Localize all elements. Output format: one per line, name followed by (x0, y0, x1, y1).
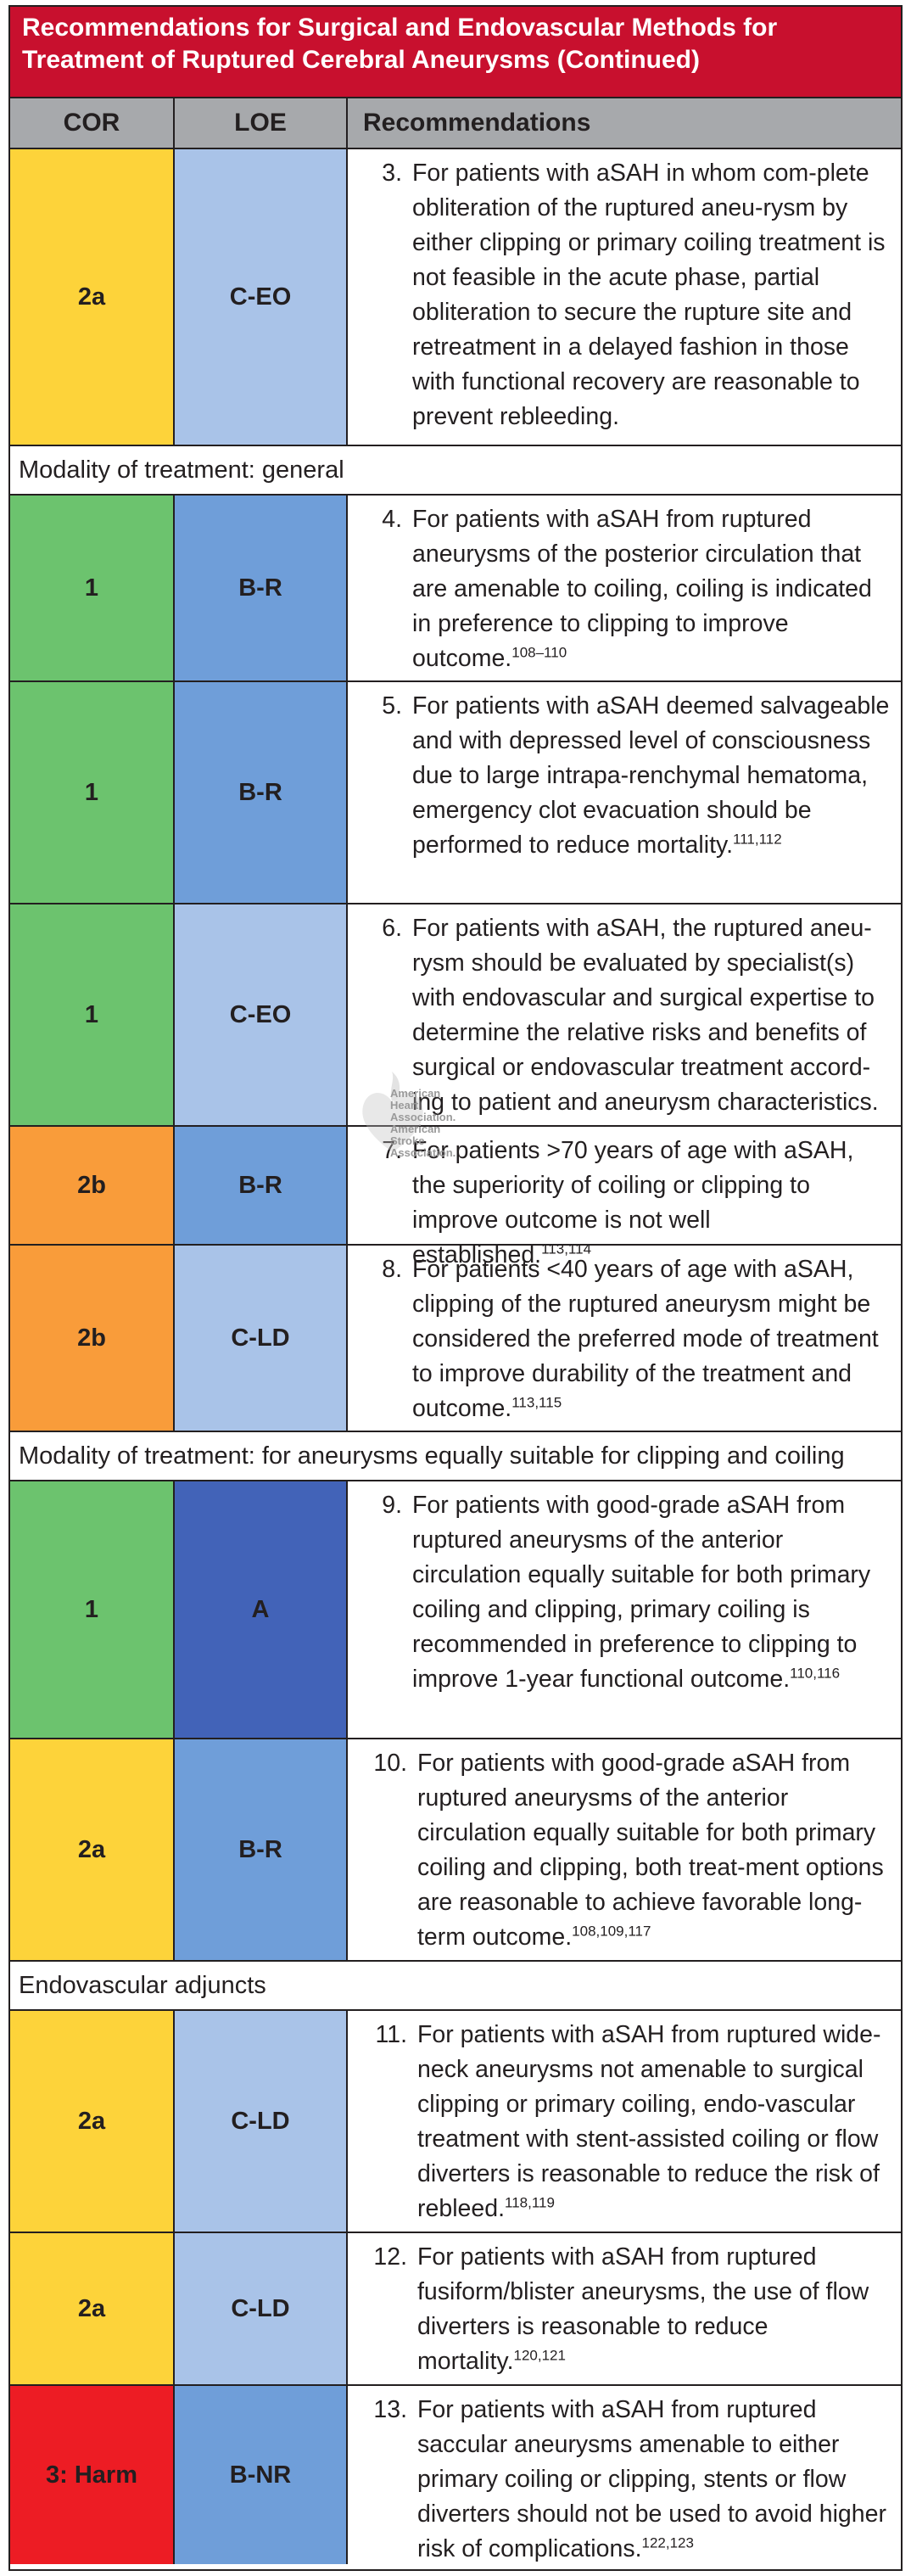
recommendations-table: Recommendations for Surgical and Endovas… (8, 5, 903, 2571)
rec-number: 10. (373, 1750, 407, 1777)
cor-cell: 1 (10, 496, 175, 680)
section-heading: Endovascular adjuncts (10, 1962, 901, 2011)
loe-cell: C-LD (175, 2011, 348, 2232)
rec-reference: 111,112 (733, 831, 782, 848)
loe-cell: C-EO (175, 904, 348, 1125)
rec-body: For patients <40 years of age with aSAH,… (412, 1256, 879, 1422)
rec-body: For patients with aSAH, the ruptured ane… (412, 915, 879, 1116)
table-row: 2a C-LD 12. For patients with aSAH from … (10, 2233, 901, 2386)
recommendation-cell: 6. For patients with aSAH, the ruptured … (348, 904, 901, 1125)
rec-reference: 108–110 (511, 644, 567, 661)
recommendation-cell: 11. For patients with aSAH from ruptured… (348, 2011, 901, 2232)
rec-body: For patients with good-grade aSAH from r… (412, 1492, 871, 1693)
cor-cell: 2a (10, 2011, 175, 2232)
recommendation-cell: 9. For patients with good-grade aSAH fro… (348, 1481, 901, 1738)
cor-cell: 2a (10, 1739, 175, 1960)
rec-body: For patients >70 years of age with aSAH,… (412, 1137, 854, 1268)
rec-number: 11. (375, 2021, 407, 2048)
rec-number: 7. (382, 1137, 402, 1164)
table-row: 2b B-R 7. For patients >70 years of age … (10, 1127, 901, 1268)
header-cor: COR (10, 98, 175, 148)
loe-cell: B-R (175, 496, 348, 680)
rec-reference: 122,123 (641, 2534, 694, 2551)
loe-cell: B-R (175, 1127, 348, 1244)
rec-text: For patients with aSAH in whom com-plete… (412, 156, 891, 445)
recommendation-cell: 8. For patients <40 years of age with aS… (348, 1246, 901, 1431)
table-row: 2a B-R 10. For patients with good-grade … (10, 1739, 901, 1962)
rec-number: 6. (382, 915, 402, 942)
recommendation-cell: 10. For patients with good-grade aSAH fr… (348, 1739, 901, 1960)
rec-text: For patients with good-grade aSAH from r… (417, 1746, 891, 1960)
rec-text: For patients with aSAH, the ruptured ane… (412, 911, 891, 1125)
table-title: Recommendations for Surgical and Endovas… (10, 7, 901, 97)
table-row: 2a C-LD 11. For patients with aSAH from … (10, 2011, 901, 2233)
cor-cell: 1 (10, 1481, 175, 1738)
rec-number: 3. (382, 160, 402, 187)
rec-reference: 120,121 (513, 2347, 566, 2364)
cor-cell: 2b (10, 1246, 175, 1431)
rec-text: For patients with aSAH from ruptured sac… (417, 2393, 891, 2564)
section-heading: Modality of treatment: for aneurysms equ… (10, 1432, 901, 1481)
rec-text: For patients with aSAH from ruptured fus… (417, 2240, 891, 2384)
recommendation-cell: 4. For patients with aSAH from ruptured … (348, 496, 901, 680)
loe-cell: A (175, 1481, 348, 1738)
rec-body: For patients with good-grade aSAH from r… (417, 1750, 884, 1951)
rec-number: 13. (373, 2396, 407, 2423)
recommendation-cell: 12. For patients with aSAH from ruptured… (348, 2233, 901, 2384)
header-loe: LOE (175, 98, 348, 148)
recommendation-cell: 13. For patients with aSAH from ruptured… (348, 2386, 901, 2564)
rec-text: For patients with aSAH from ruptured wid… (417, 2018, 891, 2232)
loe-cell: C-LD (175, 2233, 348, 2384)
loe-cell: B-R (175, 682, 348, 903)
rec-text: For patients with good-grade aSAH from r… (412, 1488, 891, 1738)
rec-body: For patients with aSAH deemed salvageabl… (412, 692, 890, 859)
rec-text: For patients with aSAH deemed salvageabl… (412, 689, 891, 903)
rec-number: 5. (382, 692, 402, 720)
table-header: COR LOE Recommendations (10, 97, 901, 149)
rec-number: 9. (382, 1492, 402, 1519)
cor-cell: 2a (10, 149, 175, 445)
header-recommendations: Recommendations (363, 109, 591, 137)
rec-number: 12. (373, 2243, 407, 2271)
rec-reference: 110,116 (790, 1665, 841, 1682)
table-row: 1 C-EO 6. For patients with aSAH, the ru… (10, 904, 901, 1127)
table-row: 1 B-R 4. For patients with aSAH from rup… (10, 496, 901, 682)
loe-cell: B-NR (175, 2386, 348, 2564)
loe-cell: C-LD (175, 1246, 348, 1431)
rec-text: For patients <40 years of age with aSAH,… (412, 1252, 891, 1431)
rec-number: 4. (382, 506, 402, 533)
cor-cell: 3: Harm (10, 2386, 175, 2564)
loe-cell: C-EO (175, 149, 348, 445)
rec-reference: 118,119 (505, 2194, 555, 2211)
recommendation-cell: 5. For patients with aSAH deemed salvage… (348, 682, 901, 903)
loe-cell: B-R (175, 1739, 348, 1960)
rec-reference: 113,114 (541, 1240, 592, 1257)
rec-reference: 113,115 (511, 1394, 562, 1411)
cor-cell: 1 (10, 904, 175, 1125)
rec-body: For patients with aSAH from ruptured sac… (417, 2396, 886, 2562)
rec-text: For patients with aSAH from ruptured ane… (412, 502, 891, 680)
rec-body: For patients with aSAH in whom com-plete… (412, 160, 886, 430)
cor-cell: 2b (10, 1127, 175, 1244)
table-row: 2b C-LD 8. For patients <40 years of age… (10, 1246, 901, 1432)
table-row: 3: Harm B-NR 13. For patients with aSAH … (10, 2386, 901, 2564)
cor-cell: 2a (10, 2233, 175, 2384)
rec-body: For patients with aSAH from ruptured wid… (417, 2021, 881, 2222)
section-heading: Modality of treatment: general (10, 446, 901, 496)
rec-text: For patients >70 years of age with aSAH,… (412, 1134, 891, 1268)
rec-number: 8. (382, 1256, 402, 1283)
rec-reference: 108,109,117 (572, 1923, 651, 1940)
table-row: 1 B-R 5. For patients with aSAH deemed s… (10, 682, 901, 904)
table-row: 2a C-EO 3. For patients with aSAH in who… (10, 149, 901, 446)
recommendation-cell: 7. For patients >70 years of age with aS… (348, 1127, 901, 1268)
table-row: 1 A 9. For patients with good-grade aSAH… (10, 1481, 901, 1739)
rec-body: For patients with aSAH from ruptured ane… (412, 506, 872, 672)
recommendation-cell: 3. For patients with aSAH in whom com-pl… (348, 149, 901, 445)
cor-cell: 1 (10, 682, 175, 903)
rec-body: For patients with aSAH from ruptured fus… (417, 2243, 869, 2375)
